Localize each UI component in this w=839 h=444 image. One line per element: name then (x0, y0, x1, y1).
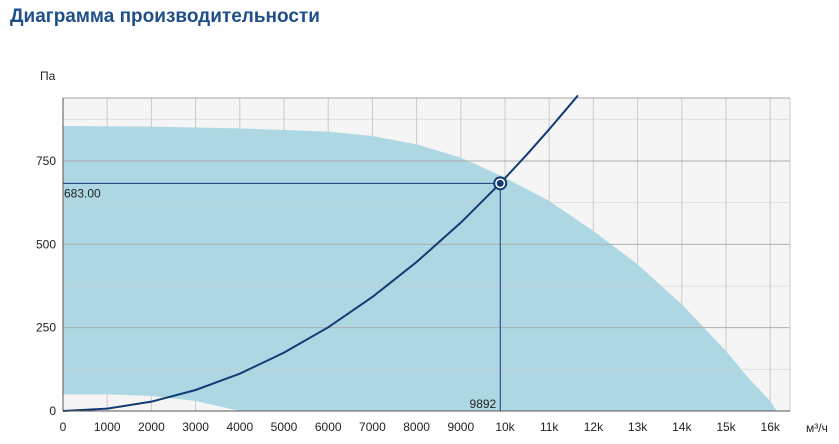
x-tick-label: 13k (628, 420, 648, 434)
x-tick-label: 4000 (226, 420, 253, 434)
x-tick-label: 12k (584, 420, 604, 434)
x-tick-label: 2000 (138, 420, 165, 434)
y-tick-label: 250 (36, 321, 56, 335)
x-tick-label: 7000 (359, 420, 386, 434)
axes (62, 98, 790, 412)
axis-labels: Па м³/ч (40, 69, 828, 435)
operating-point-guides (63, 182, 501, 411)
x-tick-label: 3000 (182, 420, 209, 434)
x-tick-label: 10k (495, 420, 515, 434)
y-axis-label: Па (40, 69, 56, 83)
x-tick-label: 6000 (315, 420, 342, 434)
x-tick-label: 14k (672, 420, 692, 434)
x-tick-label: 9000 (447, 420, 474, 434)
system-curve-group (62, 94, 579, 412)
tick-labels: 0 1000 2000 3000 4000 5000 6000 7000 8000 9000 10k… (36, 154, 781, 434)
x-axis-label: м³/ч (806, 421, 828, 435)
page-title: Диаграмма производительности (10, 6, 320, 27)
operating-point-dot (496, 179, 504, 187)
operating-range-area (63, 126, 777, 411)
x-tick-label: 5000 (271, 420, 298, 434)
y-tick-label: 750 (36, 154, 56, 168)
x-tick-label: 1000 (94, 420, 121, 434)
operating-range (63, 126, 777, 411)
x-tick-label: 0 (60, 420, 67, 434)
operating-point-group: 683.00 9892 (64, 176, 508, 411)
x-tick-label: 11k (540, 420, 559, 434)
x-tick-label: 15k (716, 420, 736, 434)
x-tick-label: 8000 (403, 420, 430, 434)
system-curve (62, 94, 579, 412)
operating-point-pressure-label: 683.00 (64, 186, 101, 200)
x-tick-label: 16k (761, 420, 781, 434)
operating-point-flow-label: 9892 (470, 397, 497, 411)
y-tick-label: 0 (49, 404, 56, 418)
y-tick-label: 500 (36, 237, 56, 251)
